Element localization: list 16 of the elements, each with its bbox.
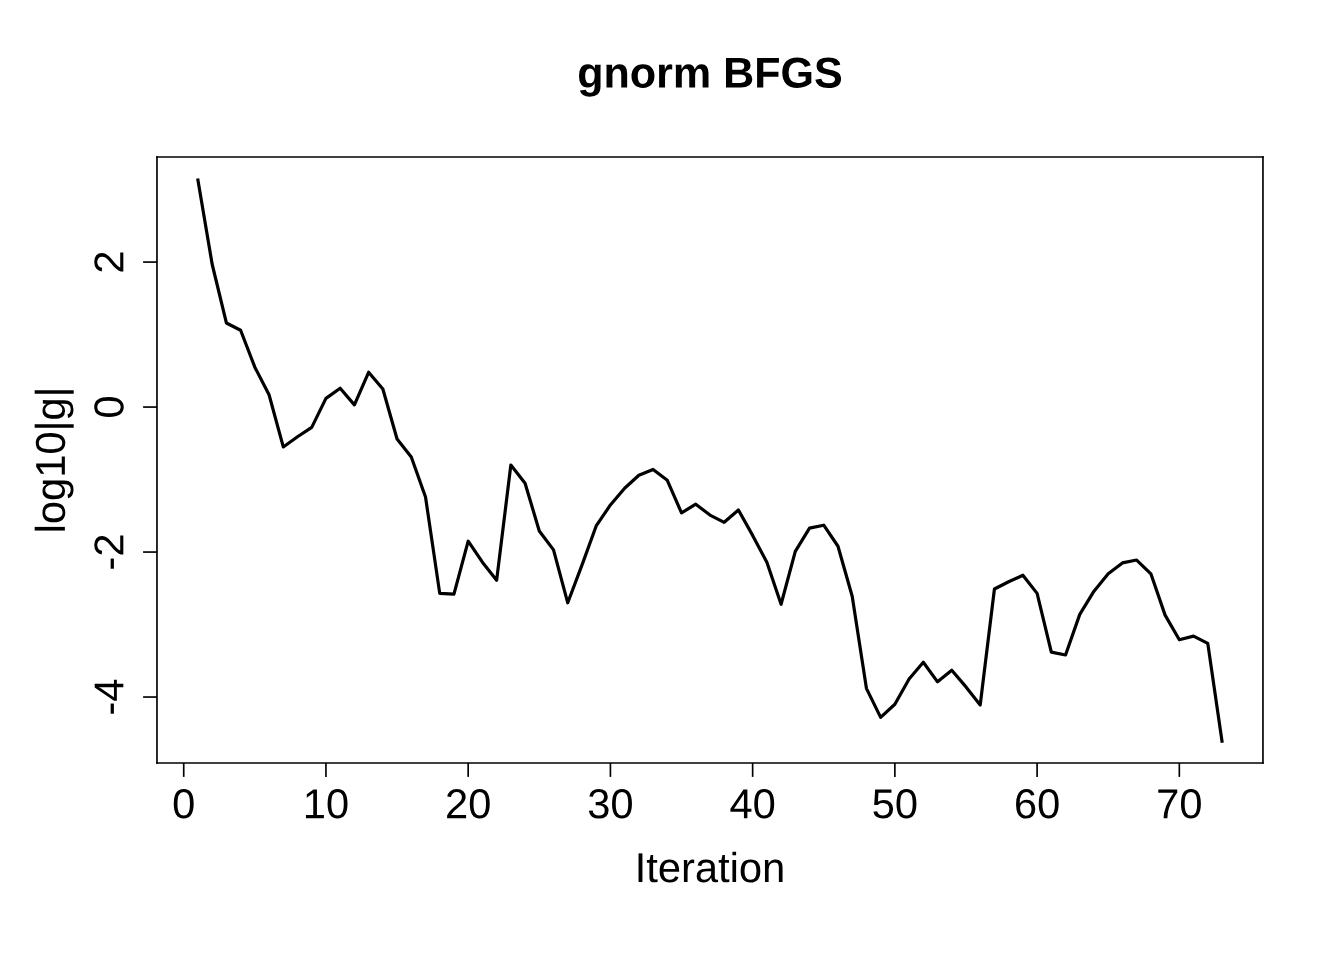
y-tick-label: -4: [94, 679, 124, 714]
x-axis-title: Iteration: [638, 851, 783, 883]
chart-title: gnorm BFGS: [578, 57, 842, 97]
x-tick-label: 10: [305, 789, 348, 819]
x-tick-label: 20: [447, 789, 490, 819]
x-tick-label: 40: [730, 789, 775, 819]
x-tick-label: 30: [588, 789, 632, 819]
y-axis-title: log10|g|: [34, 390, 74, 531]
x-tick-label: 70: [1158, 789, 1201, 819]
line-series: [196, 178, 1224, 743]
x-tick-label: 0: [173, 789, 194, 819]
y-tick-label: -2: [94, 535, 124, 569]
y-tick-label: 0: [94, 397, 124, 418]
y-tick-label: 2: [94, 252, 124, 272]
x-tick-label: 50: [873, 789, 917, 819]
x-tick-label: 60: [1016, 789, 1059, 819]
